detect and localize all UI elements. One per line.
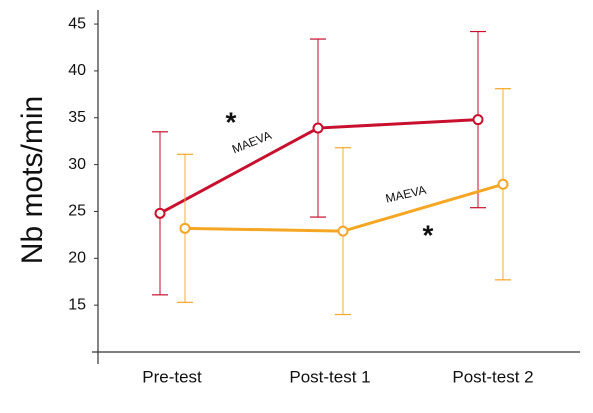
- y-tick-label: 25: [68, 203, 86, 220]
- annotation: MAEVA: [230, 128, 273, 156]
- series-line: [184, 182, 504, 233]
- marker: [154, 207, 166, 219]
- y-axis-label: Nb mots/min: [16, 96, 49, 264]
- series-line: [159, 118, 479, 215]
- marker: [337, 225, 349, 237]
- annotation: MAEVA: [384, 183, 427, 206]
- x-tick-label: Post-test 2: [452, 367, 533, 386]
- y-tick-label: 15: [68, 296, 86, 313]
- y-tick-label: 45: [68, 15, 86, 32]
- y-tick-label: 40: [68, 62, 86, 79]
- marker: [312, 122, 324, 134]
- x-tick-label: Post-test 1: [289, 367, 370, 386]
- y-tick-label: 20: [68, 250, 86, 267]
- significance-star: *: [423, 219, 434, 250]
- marker: [472, 114, 484, 126]
- marker: [179, 222, 191, 234]
- y-tick-label: 30: [68, 156, 86, 173]
- marker: [497, 178, 509, 190]
- x-tick-label: Pre-test: [142, 367, 202, 386]
- significance-star: *: [226, 106, 237, 137]
- y-tick-label: 35: [68, 109, 86, 126]
- y-label-backing: [10, 40, 54, 320]
